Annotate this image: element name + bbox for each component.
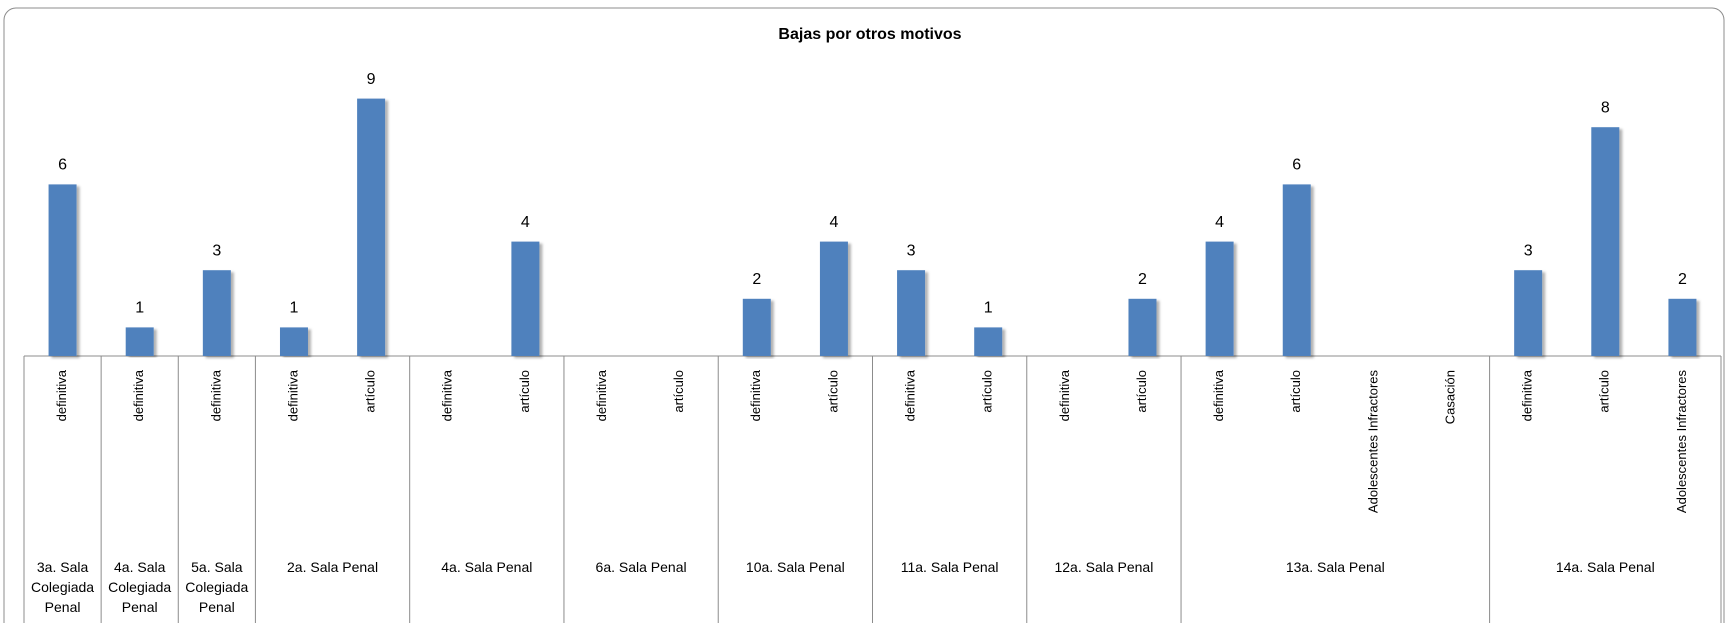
bar [48, 184, 77, 356]
bar [742, 298, 771, 356]
data-label: 4 [521, 214, 530, 231]
bar [1514, 270, 1543, 356]
x-tick-label: artículo [671, 370, 686, 413]
group-label: 5a. Sala Colegiada Penal [185, 559, 249, 615]
x-tick-label: Casación [1442, 370, 1457, 424]
bar [974, 327, 1003, 356]
bar [279, 327, 308, 356]
group-label: 13a. Sala Penal [1285, 559, 1385, 575]
data-label: 6 [58, 157, 67, 174]
data-label: 3 [907, 242, 916, 259]
data-label: 1 [290, 300, 299, 317]
data-label: 1 [984, 300, 993, 317]
x-tick-label: Adolescentes Infractores [1674, 370, 1689, 514]
bar [1668, 298, 1697, 356]
data-label: 3 [1524, 242, 1533, 259]
group-label: 3a. Sala Colegiada Penal [31, 559, 95, 615]
chart-border [3, 7, 1725, 623]
x-tick-label: artículo [980, 370, 995, 413]
data-label: 6 [1292, 157, 1301, 174]
group-label: 12a. Sala Penal [1054, 559, 1154, 575]
data-label: 2 [1138, 271, 1147, 288]
x-tick-label: definitiva [903, 369, 918, 421]
bar [1128, 298, 1157, 356]
data-label: 3 [212, 242, 221, 259]
bar [202, 270, 231, 356]
bar [819, 241, 848, 356]
chart-title: Bajas por otros motivos [778, 26, 961, 43]
bar [1205, 241, 1234, 356]
x-tick-label: definitiva [54, 369, 69, 421]
group-label: 10a. Sala Penal [745, 559, 845, 575]
group-label: 14a. Sala Penal [1555, 559, 1655, 575]
x-tick-label: artículo [517, 370, 532, 413]
data-label: 8 [1601, 99, 1610, 116]
bar [357, 98, 386, 356]
x-tick-label: artículo [363, 370, 378, 413]
x-tick-label: definitiva [1520, 369, 1535, 421]
x-tick-label: definitiva [1057, 369, 1072, 421]
bar [511, 241, 540, 356]
group-label: 2a. Sala Penal [287, 559, 379, 575]
x-tick-label: definitiva [594, 369, 609, 421]
data-label: 2 [752, 271, 761, 288]
data-label: 4 [829, 214, 838, 231]
x-tick-label: definitiva [285, 369, 300, 421]
bar [897, 270, 926, 356]
x-tick-label: artículo [1597, 370, 1612, 413]
x-tick-label: Adolescentes Infractores [1365, 370, 1380, 514]
x-tick-label: definitiva [1211, 369, 1226, 421]
data-label: 9 [367, 71, 376, 88]
bar [125, 327, 154, 356]
group-label: 11a. Sala Penal [900, 559, 999, 575]
x-tick-label: artículo [1288, 370, 1303, 413]
data-label: 2 [1678, 271, 1687, 288]
bar [1591, 127, 1620, 356]
data-label: 4 [1215, 214, 1224, 231]
x-tick-label: definitiva [131, 369, 146, 421]
x-tick-label: definitiva [748, 369, 763, 421]
x-tick-label: artículo [825, 370, 840, 413]
data-label: 1 [135, 300, 144, 317]
group-label: 4a. Sala Penal [441, 559, 533, 575]
bar [1282, 184, 1311, 356]
x-tick-label: definitiva [440, 369, 455, 421]
x-tick-label: definitiva [208, 369, 223, 421]
group-label: 6a. Sala Penal [595, 559, 687, 575]
x-tick-label: artículo [1134, 370, 1149, 413]
group-label: 4a. Sala Colegiada Penal [108, 559, 172, 615]
